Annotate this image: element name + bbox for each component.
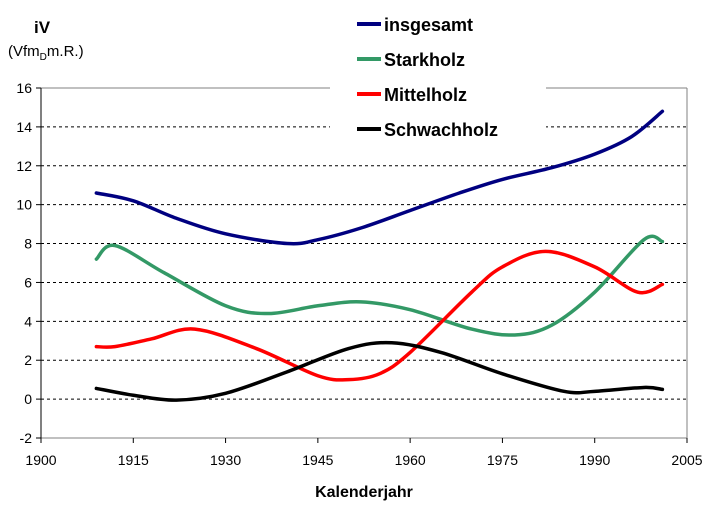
y-tick-label: 14 bbox=[16, 119, 32, 135]
series-lines bbox=[94, 109, 665, 402]
series-line-starkholz bbox=[94, 234, 665, 337]
series-line-insgesamt bbox=[94, 109, 665, 246]
x-tick-label: 1960 bbox=[395, 452, 426, 468]
y-axis-label: iV bbox=[34, 18, 51, 37]
y-tick-label: 10 bbox=[16, 197, 32, 213]
x-tick-label: 1975 bbox=[487, 452, 518, 468]
x-tick-label: 1990 bbox=[579, 452, 610, 468]
x-tick-label: 1945 bbox=[302, 452, 333, 468]
y-tick-label: 16 bbox=[16, 80, 32, 96]
series-line-schwachholz bbox=[94, 340, 665, 402]
x-tick-label: 2005 bbox=[671, 452, 702, 468]
x-tick-label: 1930 bbox=[210, 452, 241, 468]
axes: -2 0 2 4 6 8 10 12 14 16 1900 1915 1930 1945 1960 1975 1… bbox=[16, 80, 702, 468]
y-tick-label: 8 bbox=[24, 236, 32, 252]
y-tick-label: 0 bbox=[24, 391, 32, 407]
legend-label: insgesamt bbox=[384, 15, 473, 35]
y-axis-unit: (VfmDm.R.) bbox=[8, 43, 84, 63]
legend: insgesamt Starkholz Mittelholz Schwachholz bbox=[330, 0, 546, 140]
y-tick-label: 6 bbox=[24, 274, 32, 290]
y-tick-label: 2 bbox=[24, 352, 32, 368]
legend-label: Starkholz bbox=[384, 50, 465, 70]
y-unit-sub: D bbox=[40, 52, 47, 63]
y-unit-tail: m.R.) bbox=[47, 43, 84, 60]
x-axis-label: Kalenderjahr bbox=[315, 484, 413, 501]
series-line-mittelholz bbox=[94, 249, 665, 382]
legend-label: Mittelholz bbox=[384, 85, 467, 105]
y-unit-main: (Vfm bbox=[8, 43, 40, 60]
y-tick-label: -2 bbox=[20, 430, 33, 446]
y-tick-label: 4 bbox=[24, 313, 32, 329]
legend-label: Schwachholz bbox=[384, 120, 498, 140]
x-tick-label: 1900 bbox=[25, 452, 56, 468]
x-tick-label: 1915 bbox=[118, 452, 149, 468]
y-tick-label: 12 bbox=[16, 158, 32, 174]
